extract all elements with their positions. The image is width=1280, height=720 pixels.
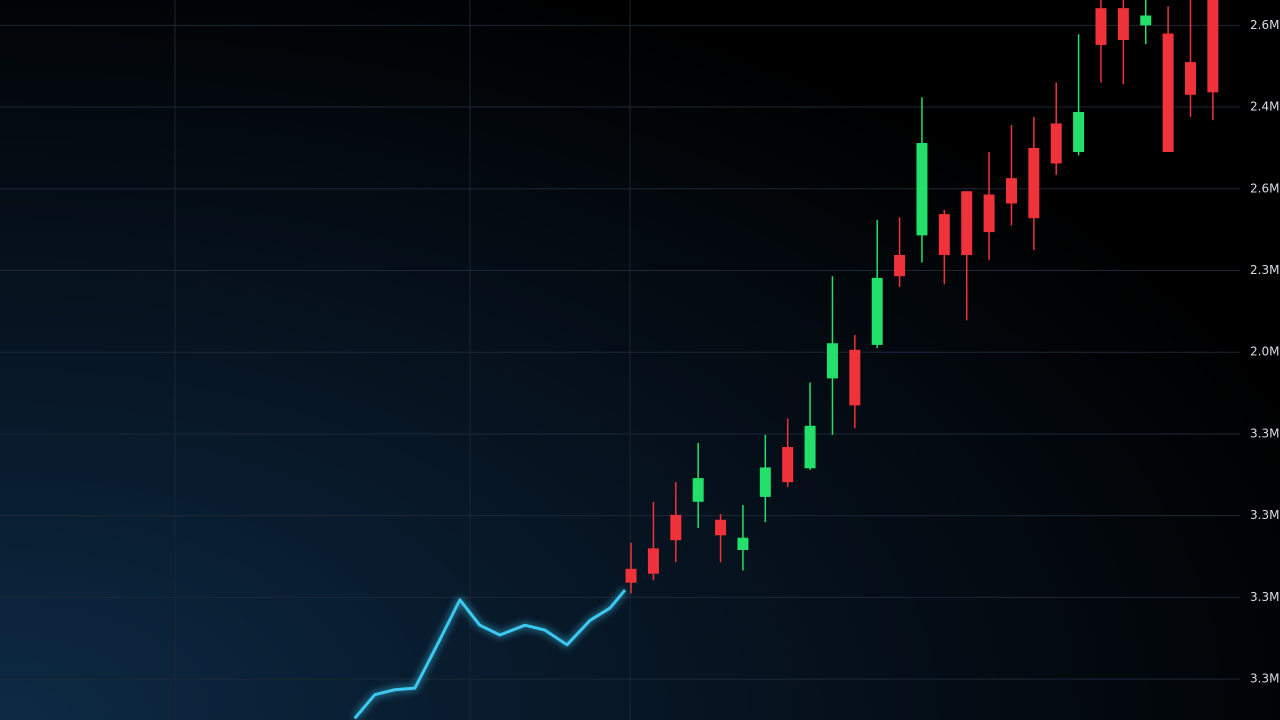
vertical-grid [174,0,631,720]
y-tick-label: 2.6M [1250,181,1279,195]
candle-body [1005,178,1017,204]
y-tick-label: 3.3M [1250,508,1279,522]
candle-body [961,191,973,255]
y-tick-label: 2.0M [1250,345,1279,359]
candle-body [983,194,995,233]
y-tick-label: 2.3M [1250,263,1279,277]
y-tick-label: 3.3M [1250,672,1279,686]
candle-body [1184,62,1196,95]
candle-body [849,349,861,406]
candle-body [826,343,838,379]
candle-body [1207,0,1219,93]
candle-body [1073,111,1085,153]
candle-body [1028,147,1040,219]
candle-body [894,254,906,277]
candle-body [782,447,794,483]
candle-body [1050,123,1062,164]
candle-body [1140,15,1152,26]
candle-body [715,519,727,536]
candle-body [692,478,704,502]
candle-body [647,548,659,574]
candle-body [871,277,883,345]
candle-body [938,214,950,255]
candle-body [625,568,637,583]
candle-body [1117,8,1129,41]
y-tick-label: 2.6M [1250,18,1279,32]
candle-body [1162,33,1174,153]
candle-body [759,467,771,497]
y-tick-label: 3.3M [1250,590,1279,604]
candle-body [737,537,749,551]
y-tick-label: 3.3M [1250,426,1279,440]
candle-body [670,514,682,541]
y-tick-label: 2.4M [1250,100,1279,114]
candle-body [1095,8,1107,45]
candle-body [804,425,816,469]
candle-body [916,143,928,236]
price-line [353,589,627,720]
